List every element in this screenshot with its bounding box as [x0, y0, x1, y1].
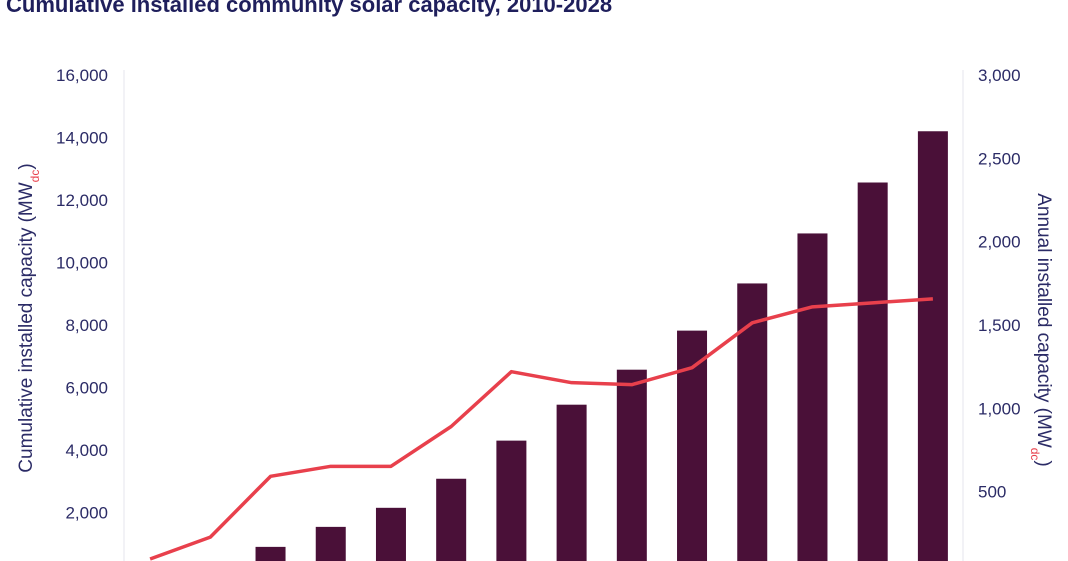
y2-tick-label: 2,500 [978, 149, 1021, 168]
label-part: Annual installed capacity (MW [1033, 193, 1054, 448]
bar [496, 440, 527, 561]
label-part: Cumulative installed capacity (MW [16, 182, 37, 472]
y-tick-label: 2,000 [65, 504, 108, 523]
chart-title: Cumulative installed community solar cap… [6, 0, 612, 17]
bar [375, 507, 406, 561]
y-tick-label: 10,000 [56, 254, 108, 273]
y-tick-label: 14,000 [56, 129, 108, 148]
bar [436, 478, 467, 561]
y-tick-label: 6,000 [65, 379, 108, 398]
label-part: ) [16, 163, 37, 169]
bar [917, 131, 948, 561]
y2-tick-label: 1,000 [978, 399, 1021, 418]
bar [255, 546, 286, 561]
y-tick-label: 4,000 [65, 441, 108, 460]
bar [737, 283, 768, 561]
bar [315, 526, 346, 561]
y2-tick-label: 500 [978, 483, 1006, 502]
bar [616, 369, 647, 561]
y2-tick-label: 1,500 [978, 316, 1021, 335]
bar [677, 330, 708, 561]
y-tick-label: 8,000 [65, 316, 108, 335]
y2-axis-label: Annual installed capacity (MWdc) [1028, 193, 1054, 467]
y-axis-label: Cumulative installed capacity (MWdc) [16, 163, 42, 472]
label-part: ) [1033, 460, 1054, 466]
y-tick-label: 16,000 [56, 66, 108, 85]
bar [556, 404, 587, 561]
bar [857, 182, 888, 561]
y-tick-label: 12,000 [56, 191, 108, 210]
label-sub: dc [28, 170, 42, 183]
line [149, 297, 934, 561]
y2-tick-label: 3,000 [978, 66, 1021, 85]
bar [797, 233, 828, 561]
label-sub: dc [1028, 448, 1042, 461]
y2-tick-label: 2,000 [978, 233, 1021, 252]
